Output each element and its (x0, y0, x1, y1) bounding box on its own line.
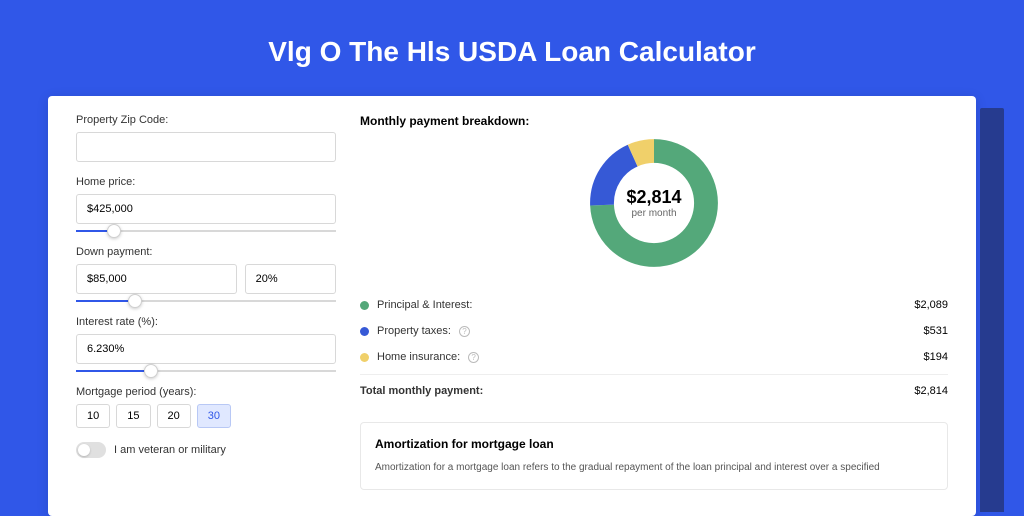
zip-label: Property Zip Code: (76, 114, 336, 126)
legend-value-insurance: $194 (924, 351, 948, 363)
legend-dot-principal (360, 301, 369, 310)
down-label: Down payment: (76, 246, 336, 258)
rate-slider-fill (76, 370, 144, 372)
legend-label-total: Total monthly payment: (360, 385, 483, 397)
legend-row-total: Total monthly payment: $2,814 (360, 374, 948, 404)
veteran-row: I am veteran or military (76, 442, 336, 458)
price-input[interactable] (76, 194, 336, 224)
rate-input[interactable] (76, 334, 336, 364)
zip-field-block: Property Zip Code: (76, 114, 336, 162)
down-slider[interactable] (76, 300, 336, 302)
price-slider[interactable] (76, 230, 336, 232)
veteran-toggle[interactable] (76, 442, 106, 458)
period-btn-15[interactable]: 15 (116, 404, 150, 428)
legend-value-total: $2,814 (914, 385, 948, 397)
legend-label-taxes: Property taxes: (377, 325, 451, 337)
period-label: Mortgage period (years): (76, 386, 336, 398)
price-field-block: Home price: (76, 176, 336, 232)
legend-dot-taxes (360, 327, 369, 336)
rate-label: Interest rate (%): (76, 316, 336, 328)
legend-row-principal: Principal & Interest: $2,089 (360, 292, 948, 318)
page-title: Vlg O The Hls USDA Loan Calculator (0, 0, 1024, 96)
zip-input[interactable] (76, 132, 336, 162)
breakdown-title: Monthly payment breakdown: (360, 114, 948, 128)
donut-amount: $2,814 (626, 187, 681, 208)
down-slider-fill (76, 300, 128, 302)
right-accent-bar (980, 108, 1004, 512)
period-button-group: 10 15 20 30 (76, 404, 336, 428)
rate-slider-thumb[interactable] (144, 364, 158, 378)
period-btn-10[interactable]: 10 (76, 404, 110, 428)
rate-field-block: Interest rate (%): (76, 316, 336, 372)
legend-label-insurance: Home insurance: (377, 351, 460, 363)
legend-label-principal: Principal & Interest: (377, 299, 472, 311)
down-slider-thumb[interactable] (128, 294, 142, 308)
info-icon[interactable]: ? (468, 352, 479, 363)
period-btn-20[interactable]: 20 (157, 404, 191, 428)
down-field-block: Down payment: (76, 246, 336, 302)
donut-chart: $2,814 per month (589, 138, 719, 268)
donut-wrap: $2,814 per month (360, 138, 948, 268)
legend-row-taxes: Property taxes: ? $531 (360, 318, 948, 344)
legend-dot-insurance (360, 353, 369, 362)
amortization-box: Amortization for mortgage loan Amortizat… (360, 422, 948, 490)
rate-slider[interactable] (76, 370, 336, 372)
info-icon[interactable]: ? (459, 326, 470, 337)
breakdown-column: Monthly payment breakdown: $2,814 per mo… (360, 114, 948, 498)
down-amount-input[interactable] (76, 264, 237, 294)
down-percent-input[interactable] (245, 264, 336, 294)
legend-value-principal: $2,089 (914, 299, 948, 311)
amortization-title: Amortization for mortgage loan (375, 437, 933, 451)
period-btn-30[interactable]: 30 (197, 404, 231, 428)
legend-row-insurance: Home insurance: ? $194 (360, 344, 948, 370)
price-slider-fill (76, 230, 107, 232)
donut-center: $2,814 per month (589, 138, 719, 268)
form-column: Property Zip Code: Home price: Down paym… (76, 114, 336, 498)
donut-sub: per month (631, 208, 676, 219)
price-label: Home price: (76, 176, 336, 188)
period-field-block: Mortgage period (years): 10 15 20 30 (76, 386, 336, 428)
calculator-card: Property Zip Code: Home price: Down paym… (48, 96, 976, 516)
amortization-body: Amortization for a mortgage loan refers … (375, 461, 933, 475)
legend-value-taxes: $531 (924, 325, 948, 337)
veteran-label: I am veteran or military (114, 444, 226, 456)
price-slider-thumb[interactable] (107, 224, 121, 238)
